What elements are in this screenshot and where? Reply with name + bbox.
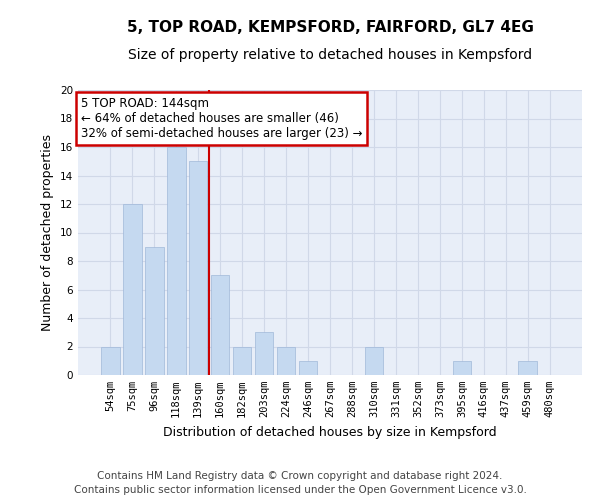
Bar [277, 346, 295, 375]
Bar [518, 361, 537, 375]
Bar [101, 346, 119, 375]
Bar [123, 204, 142, 375]
Bar [365, 346, 383, 375]
Text: Contains HM Land Registry data © Crown copyright and database right 2024.
Contai: Contains HM Land Registry data © Crown c… [74, 471, 526, 495]
Bar [211, 275, 229, 375]
Bar [255, 332, 274, 375]
Bar [145, 246, 164, 375]
Bar [299, 361, 317, 375]
Text: 5 TOP ROAD: 144sqm
← 64% of detached houses are smaller (46)
32% of semi-detache: 5 TOP ROAD: 144sqm ← 64% of detached hou… [80, 97, 362, 140]
Y-axis label: Number of detached properties: Number of detached properties [41, 134, 55, 331]
Bar [233, 346, 251, 375]
Text: 5, TOP ROAD, KEMPSFORD, FAIRFORD, GL7 4EG: 5, TOP ROAD, KEMPSFORD, FAIRFORD, GL7 4E… [127, 20, 533, 35]
Bar [452, 361, 471, 375]
X-axis label: Distribution of detached houses by size in Kempsford: Distribution of detached houses by size … [163, 426, 497, 438]
Text: Size of property relative to detached houses in Kempsford: Size of property relative to detached ho… [128, 48, 532, 62]
Bar [167, 147, 185, 375]
Bar [189, 161, 208, 375]
